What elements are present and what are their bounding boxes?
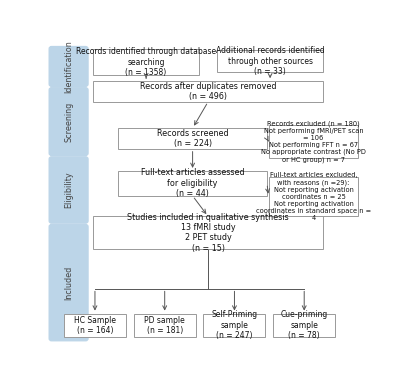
FancyBboxPatch shape — [118, 128, 267, 149]
Text: Screening: Screening — [64, 102, 73, 142]
FancyBboxPatch shape — [118, 171, 267, 196]
Text: Included: Included — [64, 265, 73, 300]
FancyBboxPatch shape — [94, 49, 199, 75]
Text: Records excluded (n = 180)
Not performing fMRI/PET scan
= 106
Not performing FFT: Records excluded (n = 180) Not performin… — [261, 120, 366, 163]
FancyBboxPatch shape — [268, 177, 358, 217]
FancyBboxPatch shape — [273, 314, 335, 337]
Text: Additional records identified
through other sources
(n = 33): Additional records identified through ot… — [216, 46, 324, 76]
Text: PD sample
(n = 181): PD sample (n = 181) — [144, 316, 185, 335]
Text: Full-text articles assessed
for eligibility
(n = 44): Full-text articles assessed for eligibil… — [141, 168, 244, 198]
FancyBboxPatch shape — [134, 314, 196, 337]
Text: Self-Priming
sample
(n = 247): Self-Priming sample (n = 247) — [211, 310, 258, 340]
FancyBboxPatch shape — [268, 125, 358, 158]
FancyBboxPatch shape — [218, 50, 323, 72]
FancyBboxPatch shape — [94, 81, 323, 102]
Text: Records screened
(n = 224): Records screened (n = 224) — [157, 129, 228, 148]
Text: Eligibility: Eligibility — [64, 172, 73, 208]
Text: Records identified through database
searching
(n = 1358): Records identified through database sear… — [76, 47, 216, 77]
FancyBboxPatch shape — [204, 314, 266, 337]
Text: Cue-priming
sample
(n = 78): Cue-priming sample (n = 78) — [280, 310, 328, 340]
Text: Identification: Identification — [64, 40, 73, 93]
FancyBboxPatch shape — [49, 87, 88, 155]
FancyBboxPatch shape — [49, 224, 88, 341]
Text: Studies included in qualitative synthesis
13 fMRI study
2 PET study
(n = 15): Studies included in qualitative synthesi… — [127, 212, 289, 253]
FancyBboxPatch shape — [94, 217, 323, 249]
FancyBboxPatch shape — [49, 157, 88, 223]
FancyBboxPatch shape — [64, 314, 126, 337]
Text: Full-text articles excluded,
with reasons (n =29):
Not reporting activation
coor: Full-text articles excluded, with reason… — [256, 172, 371, 221]
Text: HC Sample
(n = 164): HC Sample (n = 164) — [74, 316, 116, 335]
FancyBboxPatch shape — [49, 47, 88, 86]
Text: Records after duplicates removed
(n = 496): Records after duplicates removed (n = 49… — [140, 82, 276, 101]
